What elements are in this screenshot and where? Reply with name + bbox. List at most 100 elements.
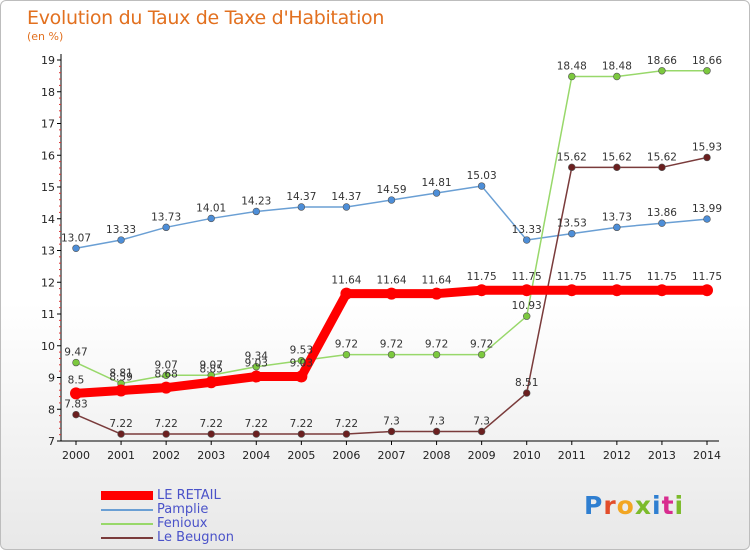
data-label-fenioux: 9.07 (154, 359, 177, 371)
data-point-pamplie (72, 244, 80, 252)
data-label-fenioux: 10.93 (512, 300, 542, 312)
y-tick-label-7: 7 (48, 435, 55, 448)
data-point-le-beugnon (703, 153, 711, 162)
data-label-fenioux: 9.72 (470, 339, 493, 351)
data-label-fenioux: 9.72 (425, 339, 448, 351)
x-tick-label-2011: 2011 (558, 449, 586, 462)
data-point-le-retail (340, 287, 353, 300)
x-tick-label-2000: 2000 (62, 449, 90, 462)
data-point-le-retail (385, 287, 398, 300)
data-label-le-beugnon: 15.62 (557, 151, 587, 163)
data-label-pamplie: 14.23 (241, 195, 271, 207)
data-label-le-beugnon: 7.22 (200, 418, 223, 430)
data-label-le-retail: 8.59 (109, 372, 132, 384)
data-point-pamplie (162, 223, 170, 232)
data-point-pamplie (613, 223, 621, 232)
data-point-le-retail (610, 284, 623, 297)
data-point-le-retail (205, 376, 218, 389)
data-label-le-beugnon: 7.3 (428, 415, 445, 427)
logo-letter: o (616, 491, 635, 520)
data-point-le-beugnon (658, 163, 666, 172)
y-tick-label-18: 18 (41, 86, 55, 99)
legend-label: Fenioux (157, 516, 208, 531)
data-label-fenioux: 18.48 (602, 61, 632, 73)
data-point-le-beugnon (387, 427, 396, 436)
y-tick-label-9: 9 (48, 372, 55, 385)
legend-swatch (101, 523, 153, 525)
data-point-pamplie (387, 196, 396, 204)
x-tick-label-2004: 2004 (242, 449, 270, 462)
y-tick-label-17: 17 (41, 118, 55, 131)
data-point-pamplie (207, 214, 215, 223)
proxiti-logo: Proxiti (584, 491, 684, 520)
x-tick-label-2002: 2002 (152, 449, 180, 462)
data-point-pamplie (703, 215, 711, 223)
data-point-le-beugnon (342, 430, 351, 438)
data-point-fenioux (658, 67, 666, 75)
logo-letter: r (603, 491, 617, 520)
data-point-pamplie (297, 203, 306, 211)
y-tick-label-8: 8 (48, 403, 55, 416)
data-label-le-retail: 11.75 (467, 271, 497, 283)
y-tick-label-12: 12 (41, 276, 55, 289)
y-tick-label-15: 15 (41, 181, 55, 194)
data-point-le-beugnon (297, 430, 306, 438)
data-label-le-retail: 11.64 (376, 275, 406, 287)
data-label-fenioux: 9.07 (200, 359, 223, 371)
logo-letter: i (674, 491, 685, 520)
data-point-le-beugnon (613, 163, 621, 172)
x-tick-label-2006: 2006 (332, 449, 360, 462)
data-point-fenioux (387, 350, 396, 359)
data-point-pamplie (477, 182, 486, 190)
legend-swatch (101, 491, 153, 500)
data-point-fenioux (703, 67, 711, 75)
data-label-le-beugnon: 7.22 (154, 418, 177, 430)
data-point-fenioux (523, 312, 531, 320)
logo-letter: t (661, 491, 675, 520)
chart-title: Evolution du Taux de Taxe d'Habitation (27, 7, 385, 29)
legend-label: Pamplie (157, 502, 209, 517)
logo-letter: i (652, 491, 662, 520)
data-label-le-retail: 8.5 (68, 374, 85, 386)
data-point-le-retail (295, 370, 308, 383)
data-label-fenioux: 9.34 (245, 351, 269, 363)
legend-item-le-beugnon: Le Beugnon (101, 530, 301, 545)
x-tick-label-2005: 2005 (287, 449, 315, 462)
legend-item-fenioux: Fenioux (101, 516, 301, 531)
data-point-le-retail (115, 384, 128, 397)
data-label-le-retail: 11.75 (647, 271, 677, 283)
y-tick-label-16: 16 (41, 149, 55, 162)
data-point-fenioux (568, 72, 576, 81)
data-point-le-beugnon (207, 430, 215, 438)
y-tick-label-11: 11 (41, 308, 55, 321)
data-point-le-retail (250, 370, 263, 383)
chart-subtitle: (en %) (27, 30, 64, 43)
data-label-fenioux: 9.72 (335, 339, 358, 351)
data-point-le-beugnon (117, 430, 125, 438)
data-label-pamplie: 13.33 (106, 224, 136, 236)
logo-letter: x (634, 491, 652, 520)
data-label-pamplie: 13.07 (61, 232, 91, 244)
data-label-fenioux: 18.66 (647, 55, 677, 67)
data-label-pamplie: 14.01 (196, 202, 226, 214)
data-point-le-beugnon (72, 410, 80, 419)
data-point-pamplie (342, 203, 351, 211)
x-tick-label-2003: 2003 (197, 449, 225, 462)
data-point-le-beugnon (162, 430, 170, 438)
legend-swatch (101, 537, 153, 539)
logo-letter: P (584, 491, 604, 520)
x-tick-label-2009: 2009 (468, 449, 496, 462)
data-label-fenioux: 9.47 (64, 347, 87, 359)
x-tick-label-2007: 2007 (378, 449, 406, 462)
data-point-pamplie (523, 236, 531, 244)
data-label-le-beugnon: 8.51 (515, 377, 538, 389)
y-tick-label-14: 14 (41, 213, 55, 226)
data-point-le-beugnon (252, 430, 260, 438)
data-label-fenioux: 8.81 (109, 368, 132, 380)
data-label-le-retail: 11.64 (331, 275, 361, 287)
legend-item-pamplie: Pamplie (101, 502, 301, 517)
x-tick-label-2008: 2008 (423, 449, 451, 462)
x-tick-label-2001: 2001 (107, 449, 135, 462)
